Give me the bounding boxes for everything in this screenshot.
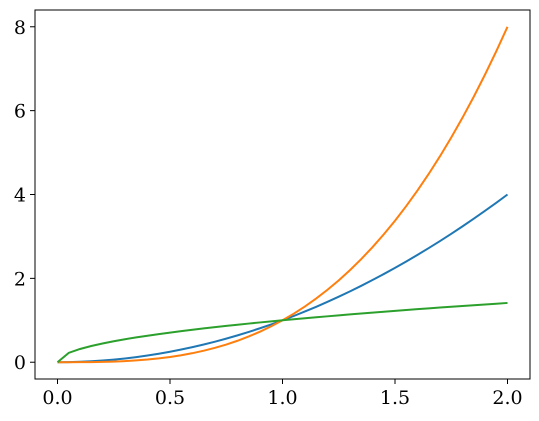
y-tick-label: 6 [14, 101, 26, 123]
series-line [56, 301, 508, 363]
y-tick-label: 4 [14, 185, 26, 207]
axes-frame [34, 9, 531, 380]
x-tick-label: 1.5 [380, 387, 410, 409]
x-tick-label: 1.0 [267, 387, 297, 409]
series-line [57, 193, 509, 364]
x-tick-label: 0.5 [155, 387, 185, 409]
x-tick-label: 2.0 [492, 387, 522, 409]
y-tick-label: 0 [14, 352, 26, 374]
y-tick-label: 8 [14, 17, 26, 39]
x-tick-label: 0.0 [42, 387, 72, 409]
series-line [57, 26, 509, 364]
y-tick-label: 2 [14, 268, 26, 290]
